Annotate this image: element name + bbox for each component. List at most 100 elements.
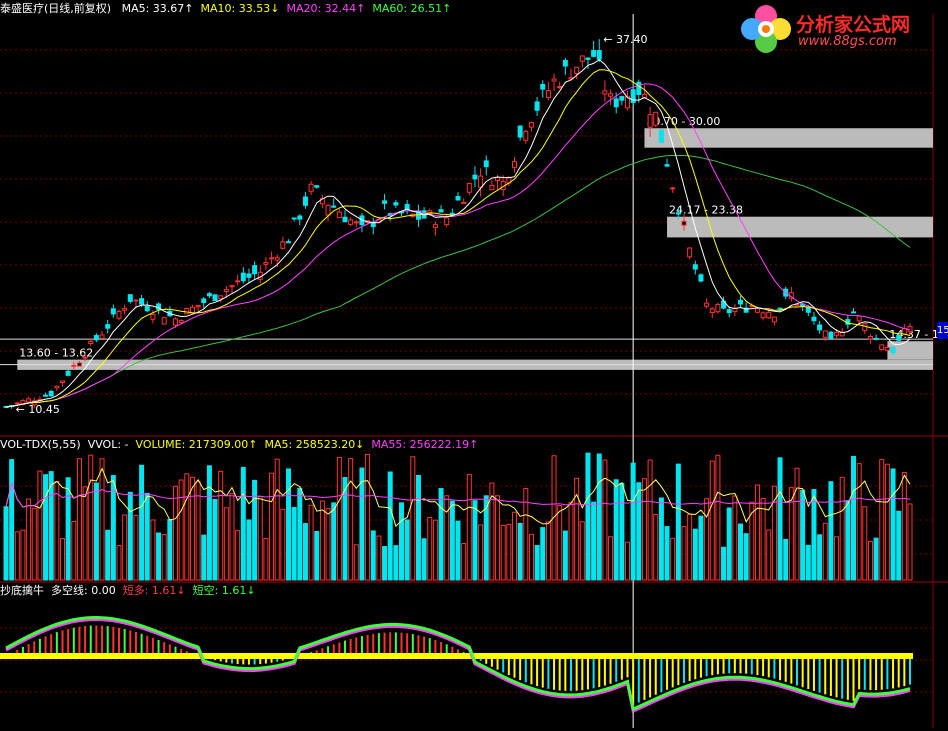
volume-bar xyxy=(568,501,574,581)
header-indicator-1: VVOL: - xyxy=(87,438,129,451)
candle-body xyxy=(99,334,105,339)
header-indicator-0: MA5: 33.67↑ xyxy=(121,2,194,15)
watermark-name: 分析家公式网 xyxy=(796,14,911,36)
volume-bar xyxy=(421,538,427,581)
volume-bar xyxy=(551,455,557,581)
candle-body xyxy=(709,308,715,314)
candle-body xyxy=(336,211,342,219)
candle-body xyxy=(173,318,178,326)
candle-body xyxy=(636,81,642,95)
zone-label: 30.70 - 30.00 xyxy=(646,115,720,128)
volume-bar xyxy=(43,474,49,581)
candle-body xyxy=(867,336,873,340)
header-indicator-1: MA10: 33.53↓ xyxy=(200,2,280,15)
volume-bar xyxy=(382,546,388,581)
candle-body xyxy=(681,220,687,226)
volume-bar xyxy=(76,458,82,581)
candle-body xyxy=(280,241,286,249)
volume-bar xyxy=(235,529,241,581)
volume-bar xyxy=(709,460,715,581)
bull-bear-baseline xyxy=(0,653,913,659)
volume-bar xyxy=(286,468,291,581)
candle-body xyxy=(545,90,551,99)
candle-body xyxy=(896,335,902,341)
candle-body xyxy=(794,303,800,306)
candle-body xyxy=(625,96,630,109)
candle-body xyxy=(223,289,229,293)
candle-body xyxy=(144,305,150,312)
header-indicator-2: MA20: 32.44↑ xyxy=(286,2,366,15)
candle-body xyxy=(862,323,868,331)
volume-bar xyxy=(873,537,879,581)
candle-body xyxy=(71,364,77,367)
volume-bar xyxy=(534,544,540,581)
header-indicator-2: VOLUME: 217309.00↑ xyxy=(135,438,258,451)
candle-body xyxy=(687,247,693,258)
candle-body xyxy=(641,94,647,98)
candle-body xyxy=(48,390,54,397)
candle-body xyxy=(438,209,444,213)
candle-body xyxy=(834,331,840,336)
volume-bar xyxy=(715,454,721,581)
volume-bar xyxy=(82,486,88,581)
volume-bar xyxy=(325,508,331,581)
candle-body xyxy=(382,200,388,204)
volume-bar xyxy=(845,500,851,581)
candle-body xyxy=(26,398,32,403)
volume-bar xyxy=(127,491,133,581)
candle-body xyxy=(212,294,218,301)
candle-body xyxy=(738,299,743,305)
candle-body xyxy=(54,385,60,389)
volume-bar xyxy=(704,498,710,581)
volume-bar xyxy=(625,541,630,581)
volume-bar xyxy=(122,514,128,581)
volume-bar xyxy=(636,482,642,581)
volume-bar xyxy=(834,536,840,581)
candle-body xyxy=(822,330,828,338)
volume-bar xyxy=(410,456,416,581)
volume-bar xyxy=(26,498,32,581)
candle-body xyxy=(698,274,704,282)
volume-bar xyxy=(528,533,534,581)
volume-bar xyxy=(240,466,246,581)
volume-bar xyxy=(749,501,755,581)
volume-bar xyxy=(189,476,195,581)
volume-bar xyxy=(274,458,280,581)
volume-ma5-line xyxy=(5,467,911,528)
volume-ma55-line xyxy=(5,481,911,508)
support-zone xyxy=(887,341,933,360)
volume-bar xyxy=(896,510,902,581)
volume-bar xyxy=(139,464,145,581)
volume-bar xyxy=(822,522,828,581)
candle-body xyxy=(139,298,145,305)
header-indicator-0: 抄底擒牛 xyxy=(0,584,44,597)
candle-body xyxy=(269,257,275,260)
candle-body xyxy=(664,164,670,167)
volume-bar xyxy=(269,472,275,581)
candle-body xyxy=(574,66,580,75)
candle-body xyxy=(240,272,246,282)
volume-bar xyxy=(297,487,303,581)
volume-bar xyxy=(387,471,393,581)
flower-logo-icon xyxy=(741,5,791,53)
volume-bar xyxy=(65,477,71,581)
volume-bar xyxy=(314,530,320,581)
candle-body xyxy=(483,160,489,168)
candle-body xyxy=(14,402,20,405)
header-indicator-0: VOL-TDX(5,55) xyxy=(0,438,81,451)
candle-body xyxy=(653,111,659,126)
header-indicator-3: 短空: 1.61↓ xyxy=(192,584,256,597)
volume-bar xyxy=(839,476,845,581)
volume-bar xyxy=(738,523,743,581)
volume-bar xyxy=(641,478,647,581)
volume-bar xyxy=(432,519,438,581)
volume-bar xyxy=(399,502,404,581)
candle-body xyxy=(851,311,856,314)
volume-bar xyxy=(619,482,625,581)
ma5-line xyxy=(5,59,911,408)
volume-bar xyxy=(144,492,150,581)
volume-bar xyxy=(319,500,325,581)
volume-bar xyxy=(901,471,907,581)
candle-body xyxy=(495,177,501,181)
